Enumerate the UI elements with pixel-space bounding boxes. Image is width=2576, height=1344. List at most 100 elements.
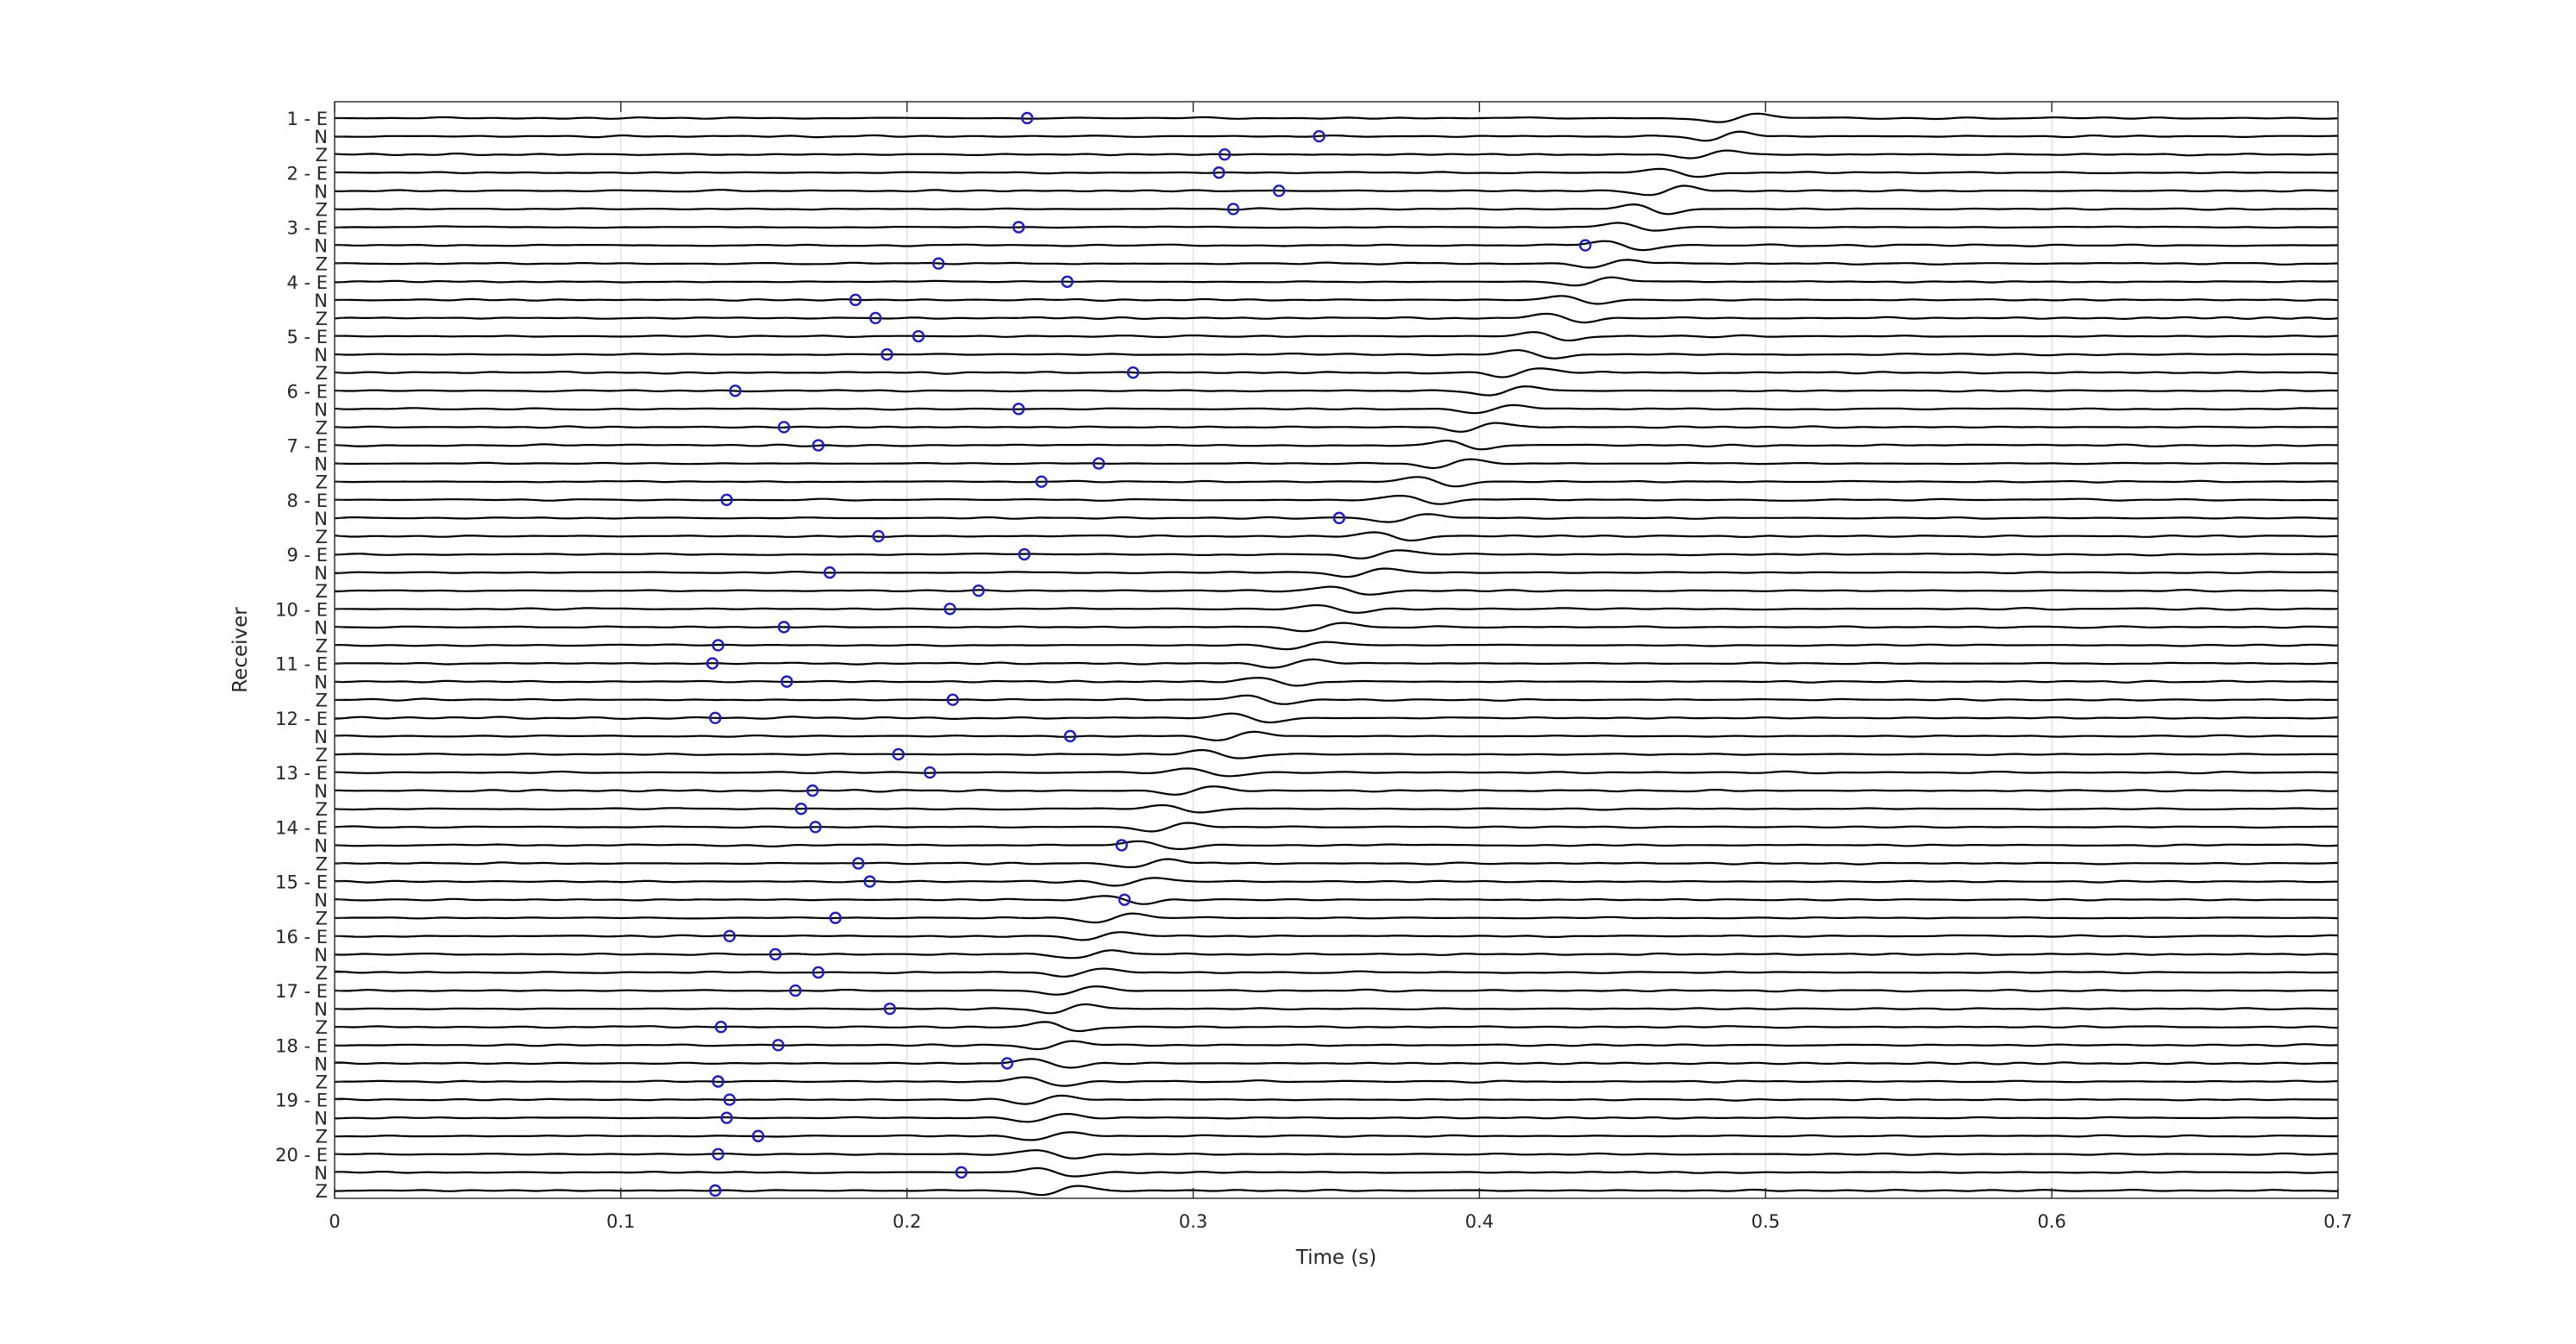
trace-line bbox=[335, 276, 2338, 287]
y-tick-label: N bbox=[314, 291, 328, 311]
pick-marker bbox=[924, 766, 937, 779]
y-tick-label: N bbox=[314, 399, 328, 420]
pick-marker bbox=[777, 621, 791, 634]
y-tick-label: 18 - E bbox=[275, 1035, 328, 1056]
pick-marker bbox=[772, 1039, 785, 1052]
trace-line bbox=[334, 641, 2338, 651]
pick-marker bbox=[823, 566, 837, 579]
y-tick-label: Z bbox=[316, 1181, 328, 1202]
pick-marker bbox=[932, 257, 945, 270]
trace-line bbox=[334, 385, 2339, 397]
y-tick-label: Z bbox=[316, 417, 328, 438]
y-tick-label: Z bbox=[316, 853, 328, 874]
x-tick-label: 0.1 bbox=[606, 1211, 635, 1232]
pick-marker bbox=[777, 421, 791, 434]
pick-marker bbox=[912, 329, 925, 343]
y-tick-label: Z bbox=[316, 1127, 328, 1147]
trace-line bbox=[334, 422, 2338, 433]
trace-line bbox=[334, 331, 2339, 342]
y-tick-label: Z bbox=[316, 1017, 328, 1038]
trace-line bbox=[335, 1021, 2338, 1033]
y-tick-label: N bbox=[314, 454, 328, 475]
trace-line bbox=[334, 803, 2339, 814]
y-tick-label: N bbox=[314, 672, 328, 693]
x-axis-ticks: 0 0.1 0.2 0.3 0.4 0.5 0.6 0.7 bbox=[329, 102, 2353, 1232]
x-tick-label: 0.6 bbox=[2037, 1211, 2065, 1232]
trace-line bbox=[334, 985, 2339, 996]
trace-line bbox=[334, 712, 2339, 724]
pick-marker bbox=[1579, 239, 1592, 252]
y-tick-label: 15 - E bbox=[275, 872, 328, 893]
trace-line bbox=[335, 259, 2339, 269]
plot-area-frame bbox=[334, 101, 2339, 1199]
pick-marker bbox=[849, 293, 862, 307]
trace-line bbox=[335, 112, 2339, 123]
y-tick-label: 2 - E bbox=[286, 163, 328, 184]
trace-line bbox=[335, 494, 2338, 505]
trace-line bbox=[334, 1003, 2339, 1015]
trace-line bbox=[334, 549, 2339, 559]
trace-line bbox=[335, 1166, 2339, 1178]
y-tick-label: 13 - E bbox=[275, 763, 328, 784]
trace-line bbox=[334, 895, 2339, 905]
pick-marker bbox=[1018, 547, 1031, 561]
trace-line bbox=[334, 967, 2338, 978]
y-tick-label: 10 - E bbox=[275, 599, 328, 620]
trace-line bbox=[334, 295, 2339, 305]
trace-line bbox=[335, 931, 2339, 941]
pick-marker bbox=[955, 1166, 968, 1179]
trace-line bbox=[334, 1076, 2338, 1087]
pick-marker bbox=[711, 1147, 724, 1161]
y-tick-label: N bbox=[314, 509, 328, 529]
pick-marker bbox=[812, 966, 825, 979]
pick-marker bbox=[720, 493, 733, 506]
grid-lines bbox=[620, 102, 2053, 1198]
trace-line bbox=[334, 513, 2339, 523]
trace-line bbox=[334, 312, 2339, 324]
x-tick-label: 0.5 bbox=[1752, 1211, 1780, 1232]
y-tick-label: 9 - E bbox=[286, 545, 328, 566]
pick-marker bbox=[709, 1184, 722, 1197]
pick-marker bbox=[1213, 166, 1225, 179]
y-tick-label: Z bbox=[316, 1072, 328, 1092]
pick-marker bbox=[892, 747, 905, 761]
pick-marker bbox=[705, 657, 719, 670]
trace-line bbox=[334, 585, 2339, 596]
y-tick-label: 3 - E bbox=[286, 218, 328, 239]
pick-marker bbox=[711, 639, 724, 652]
y-tick-label: N bbox=[314, 563, 328, 584]
trace-line bbox=[335, 603, 2339, 614]
trace-line bbox=[334, 567, 2339, 578]
x-tick-label: 0.4 bbox=[1465, 1211, 1494, 1232]
y-tick-label: N bbox=[314, 345, 328, 366]
trace-line bbox=[334, 349, 2338, 359]
y-tick-label: Z bbox=[316, 472, 328, 493]
trace-line bbox=[334, 222, 2338, 232]
pick-marker bbox=[872, 529, 885, 543]
trace-line bbox=[334, 458, 2338, 469]
pick-marker bbox=[709, 711, 722, 724]
trace-line bbox=[334, 840, 2339, 850]
y-tick-label: Z bbox=[316, 745, 328, 766]
y-tick-label: 12 - E bbox=[275, 709, 328, 729]
y-tick-label: 17 - E bbox=[275, 981, 328, 1002]
y-tick-label: 20 - E bbox=[275, 1145, 328, 1166]
trace-line bbox=[334, 1094, 2339, 1105]
y-tick-label: Z bbox=[316, 909, 328, 929]
pick-marker bbox=[1118, 893, 1131, 906]
pick-marker bbox=[1272, 184, 1286, 197]
pick-marker bbox=[812, 439, 825, 452]
pick-marker bbox=[852, 857, 865, 870]
trace-line bbox=[335, 149, 2339, 159]
pick-marker bbox=[1063, 729, 1077, 743]
trace-line bbox=[335, 912, 2339, 924]
trace-line bbox=[334, 203, 2339, 216]
trace-line bbox=[334, 1185, 2338, 1197]
trace-line bbox=[334, 476, 2338, 488]
pick-marker bbox=[729, 384, 742, 397]
pick-marker bbox=[1012, 403, 1025, 416]
y-tick-label: N bbox=[314, 945, 328, 966]
y-tick-label: 7 - E bbox=[286, 436, 328, 457]
y-tick-label: 16 - E bbox=[275, 927, 328, 947]
